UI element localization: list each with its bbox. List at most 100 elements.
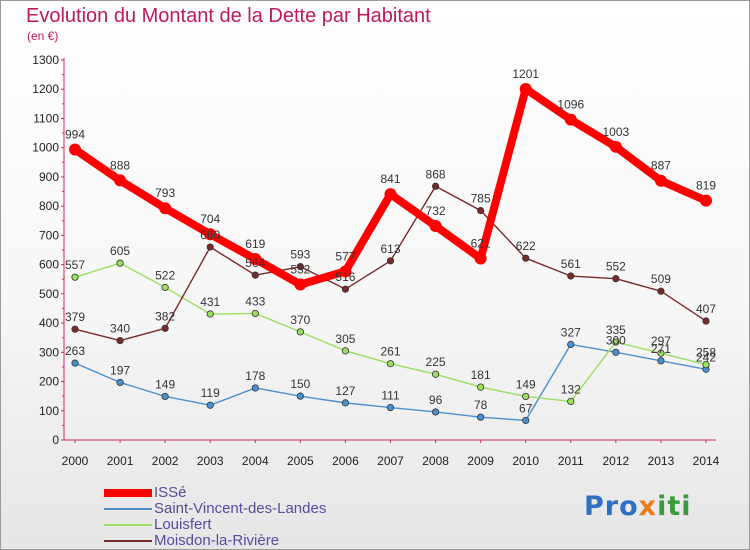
data-label: 621 [471,236,491,250]
chart-unit-label: (en €) [27,29,59,43]
y-tick-label: 200 [39,375,59,389]
y-tick-label: 300 [39,345,59,359]
x-tick-label: 2003 [197,454,224,468]
data-label: 96 [429,393,443,407]
data-label: 327 [561,325,581,339]
data-point [251,271,259,279]
data-label: 793 [155,186,175,200]
data-label: 78 [474,398,488,412]
x-tick-label: 2000 [62,454,89,468]
data-label: 552 [606,260,626,274]
y-tick-label: 1000 [32,141,59,155]
data-point [296,328,304,336]
data-point [341,285,350,293]
x-tick-label: 2014 [693,454,720,468]
data-label: 994 [65,127,85,141]
data-label: 593 [290,248,310,262]
data-point [612,338,620,346]
y-tick-label: 600 [39,258,59,272]
data-label: 305 [335,332,355,346]
data-label: 704 [200,212,220,226]
data-label: 111 [381,389,400,403]
data-point [429,220,442,233]
data-point [206,401,214,409]
data-label: 577 [335,249,355,263]
data-point [431,182,440,190]
data-label: 178 [245,369,265,383]
data-point [609,140,622,153]
data-point [159,202,172,215]
data-point [206,310,214,318]
data-point [251,309,259,318]
data-label: 1096 [557,98,584,112]
data-label: 660 [200,228,220,242]
y-tick-label: 0 [52,433,59,447]
y-tick-label: 1200 [32,82,59,96]
data-label: 613 [380,242,400,256]
data-point [564,113,577,126]
data-point [69,143,81,156]
data-point [161,283,169,292]
data-point [386,257,395,265]
data-label: 564 [245,256,265,270]
data-label: 297 [651,334,671,348]
data-label: 1003 [603,125,630,139]
x-tick-label: 2004 [242,454,269,468]
data-point [702,317,710,325]
legend-swatch [104,540,152,542]
data-label: 431 [200,295,220,309]
x-tick-label: 2006 [332,454,359,468]
data-label: 622 [516,239,536,253]
data-point [522,254,530,262]
data-label: 619 [245,237,265,251]
data-label: 522 [155,268,175,282]
x-tick-label: 2011 [558,454,584,468]
legend-label: ISSé [154,484,187,501]
data-point [249,253,262,266]
data-point [204,228,217,241]
data-label: 887 [651,159,671,173]
y-tick-label: 400 [39,316,59,330]
y-tick-label: 1100 [33,111,59,125]
chart-title: Evolution du Montant de la Dette par Hab… [26,5,431,27]
data-point [567,272,575,280]
data-point [384,188,397,201]
data-label: 67 [519,401,533,415]
data-point [161,392,169,401]
x-tick-label: 2010 [512,454,539,468]
data-point [341,347,350,355]
data-point [116,378,124,387]
data-point [161,324,169,332]
data-label: 382 [155,309,175,323]
y-tick-label: 1300 [32,53,59,67]
data-point [657,349,665,357]
data-label: 271 [651,342,671,356]
data-label: 149 [155,377,175,391]
data-point [431,408,440,416]
data-point [477,383,485,391]
x-tick-label: 2013 [648,454,675,468]
x-tick-label: 2007 [377,454,404,468]
legend-label: Louisfert [154,516,212,533]
data-point [71,325,79,333]
data-label: 841 [380,172,400,186]
data-label: 242 [696,350,716,364]
data-point [251,384,259,392]
x-tick-label: 2005 [287,454,314,468]
data-label: 335 [606,323,626,337]
data-point [341,399,350,407]
legend-swatch [104,508,152,510]
y-tick-label: 700 [39,228,59,242]
x-tick-label: 2001 [107,454,134,468]
x-tick-label: 2002 [152,454,179,468]
data-label: 181 [471,368,491,382]
data-label: 149 [516,377,536,391]
data-label: 119 [201,386,220,400]
data-label: 150 [290,377,310,391]
data-point [296,392,304,400]
data-point [477,413,485,421]
legend-swatch [104,489,152,497]
data-point [700,194,712,207]
